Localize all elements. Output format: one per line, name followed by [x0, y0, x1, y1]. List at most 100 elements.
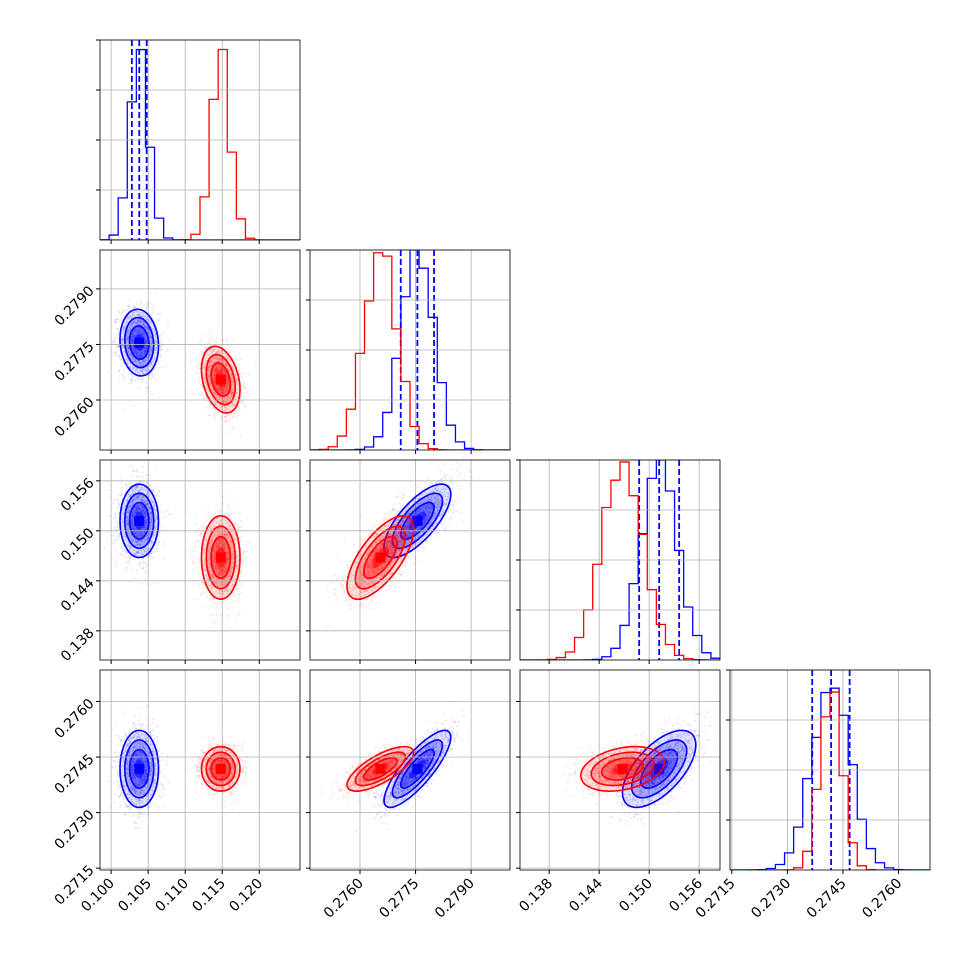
sample-point [224, 372, 227, 375]
sample-point [214, 370, 216, 373]
sample-point [131, 378, 133, 381]
sample-point [133, 320, 136, 323]
sample-point [131, 333, 134, 336]
sample-point [156, 487, 159, 490]
sample-point [223, 400, 226, 402]
sample-point [125, 358, 127, 361]
sample-point [239, 358, 242, 361]
sample-point [155, 494, 158, 497]
sample-point [221, 392, 224, 394]
sample-point [204, 405, 207, 408]
sample-point [141, 334, 143, 336]
sample-point [150, 362, 153, 364]
sample-point [136, 470, 139, 473]
sample-point [144, 572, 146, 575]
sample-point [142, 363, 144, 365]
sample-point [114, 336, 116, 339]
sample-point [134, 329, 136, 332]
density-peak-red [215, 374, 226, 385]
sample-point [132, 368, 134, 370]
sample-point [167, 324, 170, 327]
sample-point [144, 350, 147, 353]
sample-point [163, 544, 165, 547]
sample-point [116, 521, 119, 524]
sample-point [128, 559, 131, 561]
sample-point [208, 363, 210, 366]
sample-point [217, 360, 220, 363]
sample-point [221, 502, 224, 505]
sample-point [131, 347, 134, 350]
sample-point [127, 486, 130, 489]
sample-point [222, 359, 225, 362]
sample-point [218, 396, 221, 399]
sample-point [148, 484, 151, 487]
sample-point [141, 353, 144, 355]
sample-point [131, 337, 134, 340]
sample-point [225, 406, 227, 408]
sample-point [121, 340, 124, 342]
sample-point [224, 352, 226, 354]
sample-point [131, 345, 134, 348]
sample-point [122, 338, 124, 341]
sample-point [220, 387, 223, 390]
sample-point [148, 354, 151, 357]
sample-point [227, 382, 230, 384]
sample-point [213, 340, 216, 343]
sample-point [140, 378, 143, 381]
sample-point [214, 352, 217, 355]
sample-point [145, 340, 147, 343]
sample-point [142, 330, 145, 333]
sample-point [129, 323, 132, 326]
sample-point [121, 379, 124, 382]
sample-point [144, 334, 147, 337]
sample-point [122, 329, 125, 331]
sample-point [218, 357, 221, 359]
sample-point [158, 533, 161, 536]
sample-point [222, 401, 225, 404]
sample-point [160, 348, 163, 351]
sample-point [226, 388, 229, 391]
sample-point [159, 349, 162, 351]
sample-point [213, 370, 216, 373]
sample-point [114, 538, 117, 541]
sample-point [212, 350, 215, 352]
sample-point [134, 333, 137, 335]
sample-point [139, 314, 142, 317]
sample-point [226, 375, 228, 378]
sample-point [203, 397, 206, 400]
sample-point [224, 415, 227, 418]
sample-point [155, 325, 158, 328]
sample-point [144, 349, 147, 352]
sample-point [139, 321, 142, 323]
sample-point [131, 321, 134, 323]
sample-point [229, 397, 232, 400]
sample-point [219, 360, 222, 363]
sample-point [214, 369, 217, 372]
sample-point [121, 338, 124, 340]
sample-point [142, 348, 145, 351]
sample-point [131, 336, 134, 339]
sample-point [211, 606, 214, 608]
sample-point [147, 354, 149, 357]
sample-point [145, 339, 148, 342]
sample-point [216, 367, 219, 370]
sample-point [208, 333, 211, 336]
sample-point [136, 354, 139, 357]
sample-point [209, 360, 212, 362]
sample-point [189, 556, 192, 559]
sample-point [207, 370, 210, 372]
sample-point [160, 356, 162, 358]
sample-point [230, 396, 232, 399]
sample-point [220, 405, 222, 408]
sample-point [113, 556, 115, 558]
sample-point [139, 370, 142, 373]
sample-point [197, 582, 200, 585]
sample-point [227, 381, 229, 384]
sample-point [139, 322, 142, 325]
sample-point [134, 361, 137, 363]
sample-point [239, 434, 242, 437]
sample-point [200, 353, 203, 356]
sample-point [150, 349, 152, 351]
sample-point [127, 337, 129, 339]
density-peak-blue [134, 337, 145, 348]
